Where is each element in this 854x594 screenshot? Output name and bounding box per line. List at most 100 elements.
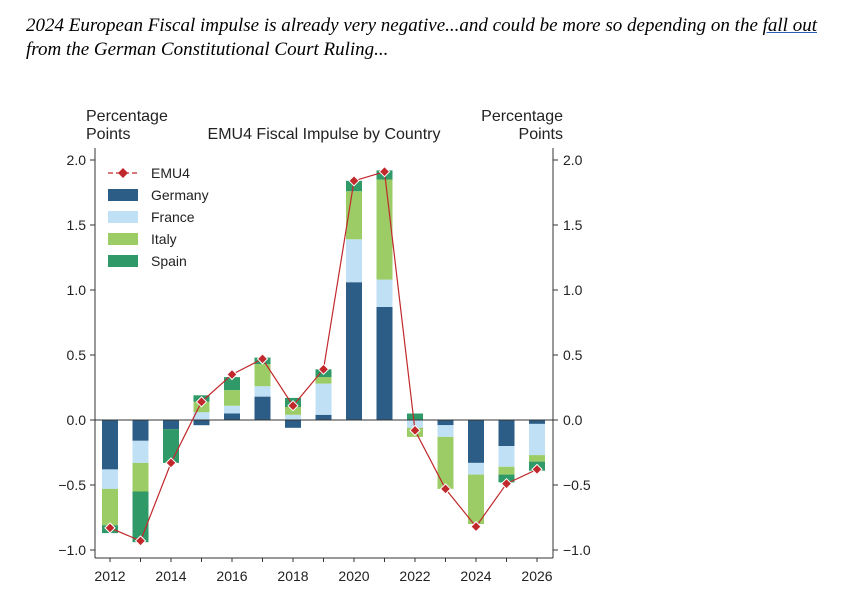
- x-tick-label: 2022: [399, 568, 430, 584]
- bar-france-2015: [193, 412, 210, 420]
- legend-item-spain: Spain: [108, 253, 187, 269]
- emu4-point-2017: [256, 353, 269, 365]
- bar-france-2019: [315, 383, 332, 415]
- bar-italy-2024: [468, 474, 484, 524]
- bar-germany-2025: [498, 420, 515, 446]
- bars-layer: [102, 170, 545, 543]
- bar-germany-2024: [468, 420, 484, 463]
- bar-italy-2021: [376, 179, 393, 280]
- bar-france-2024: [468, 462, 484, 475]
- y-tick-label-right: −0.5: [563, 477, 591, 493]
- bar-germany-2023: [437, 420, 454, 426]
- chart-title: EMU4 Fiscal Impulse by Country: [208, 126, 441, 143]
- bar-italy-2017: [254, 364, 271, 387]
- bar-france-2016: [224, 405, 240, 414]
- bar-france-2026: [529, 423, 545, 456]
- headline-part2: from the German Constitutional Court Rul…: [26, 39, 389, 60]
- x-tick-label: 2016: [216, 568, 247, 584]
- right-axis-label-line1: Percentage: [481, 108, 563, 125]
- emu4-point-2014: [165, 457, 177, 469]
- legend-swatch-italy: [108, 233, 138, 245]
- bar-france-2017: [254, 386, 271, 397]
- bar-germany-2021: [376, 306, 393, 420]
- emu4-point-2013: [134, 535, 147, 547]
- y-tick-label-right: −1.0: [563, 542, 591, 558]
- bar-germany-2012: [102, 420, 118, 470]
- bar-germany-2018: [285, 420, 301, 428]
- legend-item-france: France: [108, 209, 195, 225]
- legend-item-germany: Germany: [108, 187, 209, 203]
- emu4-point-2021: [378, 165, 391, 178]
- x-tick-label: 2014: [155, 568, 186, 584]
- y-tick-label-right: 1.5: [563, 217, 583, 233]
- bar-italy-2013: [132, 462, 149, 492]
- bar-france-2022: [407, 420, 423, 428]
- y-tick-label-left: 1.5: [67, 217, 87, 233]
- emu4-point-2019: [317, 363, 330, 376]
- legend-label-spain: Spain: [151, 253, 187, 269]
- legend-swatch-germany: [108, 189, 138, 201]
- emu4-point-2015: [195, 396, 208, 408]
- left-axis-label-line1: Percentage: [86, 108, 168, 125]
- y-tick-label-right: 2.0: [563, 152, 583, 168]
- bar-germany-2026: [529, 420, 545, 424]
- right-axis-label-line2: Points: [519, 126, 563, 143]
- bar-italy-2026: [529, 455, 545, 462]
- emu4-point-2024: [470, 520, 482, 533]
- bar-germany-2019: [315, 414, 332, 420]
- emu4-point-2018: [287, 399, 299, 412]
- y-tick-label-left: 0.5: [67, 347, 87, 363]
- legend-swatch-france: [108, 211, 138, 223]
- bar-spain-2022: [407, 413, 423, 420]
- legend-swatch-spain: [108, 255, 138, 267]
- headline-part1: 2024 European Fiscal impulse is already …: [26, 15, 763, 36]
- bar-france-2023: [437, 425, 454, 437]
- y-tick-label-left: 2.0: [67, 152, 87, 168]
- y-tick-label-right: 1.0: [563, 282, 583, 298]
- bar-spain-2013: [132, 491, 149, 543]
- bar-italy-2012: [102, 488, 118, 526]
- emu4-line-layer: [104, 165, 543, 547]
- bar-france-2020: [346, 239, 362, 283]
- emu4-point-2020: [348, 175, 360, 187]
- legend-label-france: France: [151, 209, 195, 225]
- y-tick-label-right: 0.0: [563, 412, 583, 428]
- emu4-point-2016: [226, 368, 238, 381]
- bar-germany-2015: [193, 420, 210, 426]
- bar-france-2018: [285, 414, 301, 420]
- y-tick-label-right: 0.5: [563, 347, 583, 363]
- bar-france-2021: [376, 279, 393, 307]
- bar-france-2012: [102, 469, 118, 489]
- bar-france-2013: [132, 440, 149, 463]
- bar-germany-2016: [224, 413, 240, 420]
- bar-italy-2025: [498, 466, 515, 475]
- legend-label-emu4: EMU4: [151, 165, 190, 181]
- emu4-point-2022: [409, 424, 421, 437]
- axes-layer: 2.0 2.0 1.5 1.5 1.0 1.0 0.5 0.5 0.0 0.0 −0.5 −0.5 −1…: [58, 148, 591, 584]
- y-tick-label-left: 1.0: [67, 282, 87, 298]
- bar-france-2025: [498, 446, 515, 467]
- bar-germany-2017: [254, 396, 271, 420]
- x-tick-label: 2024: [460, 568, 491, 584]
- headline: 2024 European Fiscal impulse is already …: [26, 14, 852, 62]
- headline-link[interactable]: fall out: [762, 15, 817, 36]
- x-tick-label: 2026: [521, 568, 552, 584]
- bar-spain-2016: [224, 377, 240, 391]
- legend-item-italy: Italy: [108, 231, 177, 247]
- bar-germany-2020: [346, 282, 362, 420]
- legend-label-italy: Italy: [151, 231, 177, 247]
- emu4-point-2025: [500, 477, 513, 490]
- x-tick-label: 2012: [94, 568, 125, 584]
- emu4-point-2026: [531, 463, 543, 476]
- legend-item-emu4: EMU4: [108, 165, 190, 181]
- bar-germany-2013: [132, 420, 149, 441]
- legend-marker-emu4: [118, 168, 128, 178]
- bar-italy-2016: [224, 390, 240, 406]
- x-tick-label: 2018: [277, 568, 308, 584]
- bar-italy-2023: [437, 436, 454, 489]
- emu4-point-2012: [104, 522, 116, 534]
- legend-label-germany: Germany: [151, 187, 209, 203]
- legend: EMU4 Germany France Italy Spain: [108, 165, 209, 269]
- x-tick-label: 2020: [338, 568, 369, 584]
